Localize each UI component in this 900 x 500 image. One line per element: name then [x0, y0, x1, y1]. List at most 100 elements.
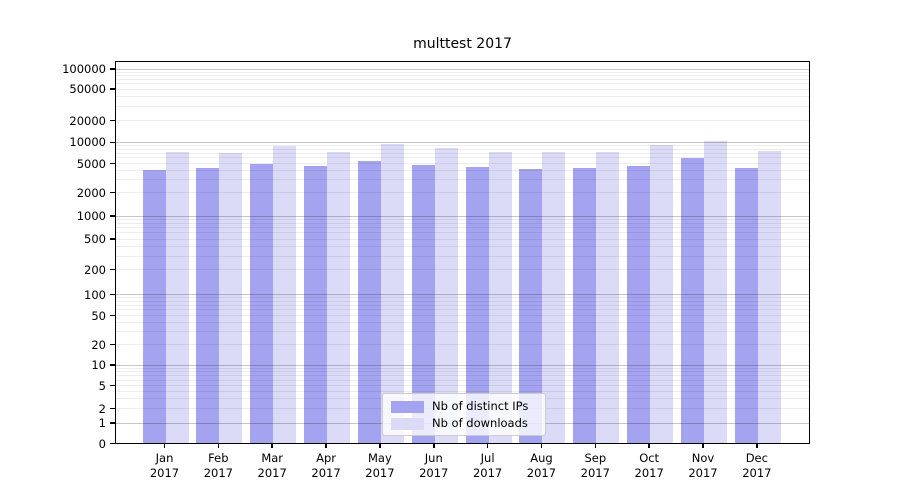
- x-tick-mark: [325, 443, 327, 448]
- gridline: [116, 192, 809, 193]
- gridline: [116, 375, 809, 377]
- bar-ips-jan: [142, 170, 166, 443]
- gridline: [116, 344, 809, 345]
- x-tick-mark: [486, 443, 489, 448]
- legend-label-distinct-ips: Nb of distinct IPs: [432, 399, 529, 413]
- gridline: [116, 367, 809, 369]
- y-tick-mark: [110, 162, 115, 165]
- gridline: [116, 300, 809, 302]
- gridline: [116, 238, 809, 240]
- gridline: [116, 78, 809, 80]
- legend-item-distinct-ips: Nb of distinct IPs: [391, 400, 537, 413]
- x-tick-mark: [271, 443, 273, 448]
- bar-ips-sep: [573, 168, 597, 443]
- x-tick-label: Nov 2017: [688, 451, 718, 480]
- legend-label-downloads: Nb of downloads: [432, 416, 528, 430]
- x-tick-mark: [756, 443, 758, 448]
- gridline: [116, 215, 809, 217]
- x-tick-label: Dec 2017: [742, 451, 772, 480]
- x-tick-mark: [379, 443, 381, 448]
- bars-layer: [116, 62, 809, 443]
- bar-downloads-dec: [757, 151, 781, 443]
- y-tick-label: 200: [84, 262, 106, 277]
- y-tick-mark: [110, 141, 115, 144]
- gridline: [116, 269, 809, 270]
- gridline: [116, 74, 809, 76]
- bar-downloads-sep: [596, 152, 620, 443]
- y-tick-label: 2000: [76, 185, 106, 200]
- gridline: [116, 364, 809, 366]
- y-tick-mark: [110, 119, 115, 122]
- y-tick-label: 10000: [69, 135, 106, 150]
- y-tick-mark: [110, 343, 115, 346]
- x-tick-label: Oct 2017: [634, 451, 664, 480]
- y-tick-label: 50: [91, 308, 106, 323]
- gridline: [116, 331, 809, 333]
- gridline: [116, 297, 809, 299]
- gridline: [116, 148, 809, 150]
- gridline: [116, 88, 809, 90]
- gridline: [116, 294, 809, 295]
- y-tick-label: 5000: [76, 156, 106, 171]
- gridline: [116, 170, 809, 172]
- gridline: [116, 315, 809, 316]
- y-tick-label: 50000: [69, 82, 106, 96]
- gridline: [116, 227, 809, 229]
- y-tick-mark: [110, 215, 115, 217]
- y-tick-label: 100: [84, 287, 106, 302]
- bar-downloads-nov: [704, 140, 727, 443]
- y-tick-label: 2: [98, 401, 106, 416]
- x-tick-label: Jul 2017: [472, 451, 503, 480]
- gridline: [116, 385, 809, 386]
- x-tick-mark: [594, 443, 597, 448]
- y-tick-label: 10: [91, 358, 106, 372]
- x-tick-mark: [648, 443, 650, 448]
- y-tick-label: 1000: [76, 209, 106, 223]
- gridline: [116, 371, 809, 373]
- gridline: [116, 304, 809, 306]
- bar-downloads-apr: [327, 151, 351, 443]
- x-tick-label: May 2017: [365, 451, 395, 480]
- bar-downloads-mar: [273, 146, 297, 443]
- bar-ips-feb: [196, 168, 220, 443]
- y-tick-mark: [110, 384, 115, 387]
- x-tick-label: Feb 2017: [203, 451, 233, 480]
- y-tick-mark: [110, 314, 115, 317]
- y-tick-label: 100000: [62, 62, 106, 76]
- gridline: [116, 390, 809, 392]
- grid-layer: [116, 62, 809, 443]
- gridline: [116, 222, 809, 224]
- plot-area: Nb of distinct IPs Nb of downloads: [115, 61, 810, 444]
- x-tick-label: Jan 2017: [149, 451, 180, 480]
- y-tick-label: 1: [98, 416, 106, 430]
- y-tick-label: 20: [91, 337, 106, 352]
- gridline: [116, 71, 809, 73]
- bar-ips-nov: [681, 157, 704, 443]
- gridline: [116, 157, 809, 159]
- gridline: [116, 218, 809, 220]
- gridline: [116, 152, 809, 154]
- gridline: [116, 141, 809, 143]
- x-tick-label: Jun 2017: [419, 451, 449, 480]
- gridline: [116, 322, 809, 324]
- bar-ips-dec: [734, 167, 758, 443]
- y-tick-mark: [110, 68, 115, 70]
- x-tick-label: Mar 2017: [257, 451, 287, 480]
- legend-swatch-downloads: [391, 417, 424, 430]
- y-tick-mark: [110, 364, 115, 366]
- gridline: [116, 96, 809, 98]
- bar-downloads-jan: [165, 152, 189, 443]
- x-tick-label: Apr 2017: [311, 451, 341, 480]
- chart-title: multtest 2017: [413, 36, 512, 52]
- gridline: [116, 106, 809, 108]
- x-tick-mark: [163, 443, 166, 448]
- bar-downloads-oct: [650, 145, 674, 443]
- bar-ips-may: [357, 160, 381, 443]
- gridline: [116, 232, 809, 234]
- gridline: [116, 120, 809, 122]
- y-tick-label: 500: [84, 232, 106, 246]
- gridline: [116, 145, 809, 147]
- x-tick-mark: [433, 443, 435, 448]
- y-tick-label: 5: [98, 378, 106, 393]
